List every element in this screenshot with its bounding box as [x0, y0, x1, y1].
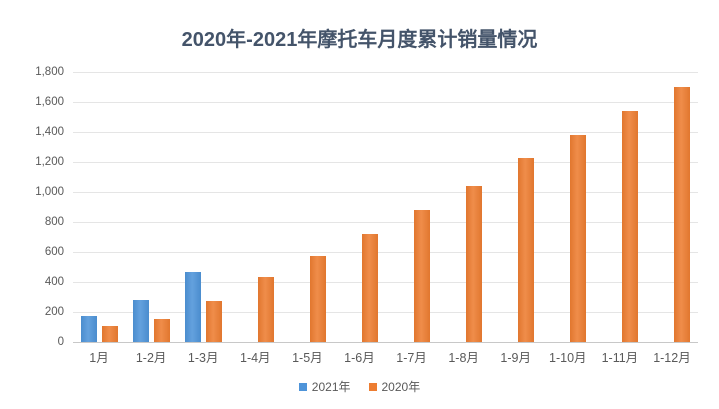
x-tick-label: 1-12月 — [653, 351, 691, 365]
plot-area — [73, 72, 698, 343]
legend-label: 2021年 — [311, 380, 351, 394]
legend-item-2021: 2021年 — [298, 378, 351, 395]
y-tick-label: 1,800 — [35, 66, 64, 78]
legend-swatch-2021 — [298, 382, 307, 391]
bar-2020-1-7 — [414, 210, 431, 342]
gridline — [73, 102, 698, 103]
bar-2020-1-9 — [518, 157, 535, 342]
x-axis-line — [73, 342, 698, 343]
bar-2020-1-5 — [309, 256, 326, 342]
gridline — [73, 132, 698, 133]
chart-title: 2020年-2021年摩托车月度累计销量情况 — [181, 29, 538, 51]
x-tick-label: 1-10月 — [549, 351, 587, 365]
x-tick-label: 1-9月 — [500, 351, 531, 365]
legend: 2021年 2020年 — [0, 378, 719, 395]
y-tick-label: 800 — [44, 216, 64, 228]
x-tick-label: 1-3月 — [187, 351, 219, 365]
legend-swatch-2020 — [368, 382, 377, 391]
gridline — [73, 252, 698, 253]
gridline — [73, 72, 698, 73]
gridline — [73, 312, 698, 313]
y-tick-label: 1,400 — [35, 126, 64, 138]
bar-2021-1 — [80, 315, 97, 342]
gridline — [73, 282, 698, 283]
bar-2020-1-11 — [622, 111, 639, 342]
bar-2020-1-4 — [257, 277, 274, 342]
x-tick-label: 1-6月 — [344, 351, 375, 365]
y-tick-label: 1,600 — [35, 96, 64, 108]
x-tick-label: 1-11月 — [601, 351, 639, 365]
gridline — [73, 162, 698, 163]
bar-2020-1-3 — [205, 301, 222, 342]
bar-2020-1-12 — [674, 87, 691, 342]
y-tick-label: 1,200 — [35, 156, 64, 168]
bar-2020-1-6 — [361, 234, 378, 342]
bar-2021-1-2 — [132, 299, 149, 342]
bar-2021-1-3 — [184, 272, 201, 342]
y-tick-label: 400 — [44, 276, 64, 288]
x-tick-label: 1月 — [89, 351, 109, 365]
y-tick-label: 0 — [57, 336, 64, 348]
legend-item-2020: 2020年 — [368, 378, 421, 395]
y-tick-label: 600 — [44, 246, 64, 258]
x-tick-label: 1-7月 — [396, 351, 427, 365]
legend-label: 2020年 — [381, 380, 421, 394]
y-tick-label: 1,000 — [35, 186, 64, 198]
x-tick-label: 1-4月 — [239, 351, 271, 365]
bar-2020-1-8 — [466, 186, 483, 342]
x-tick-label: 1-8月 — [448, 351, 479, 365]
bar-2020-1 — [101, 325, 118, 342]
bar-2020-1-2 — [153, 319, 170, 342]
x-tick-label: 1-5月 — [292, 351, 323, 365]
gridline — [73, 222, 698, 223]
bar-2020-1-10 — [570, 135, 587, 342]
gridline — [73, 192, 698, 193]
y-tick-label: 200 — [44, 306, 64, 318]
x-tick-label: 1-2月 — [135, 351, 167, 365]
